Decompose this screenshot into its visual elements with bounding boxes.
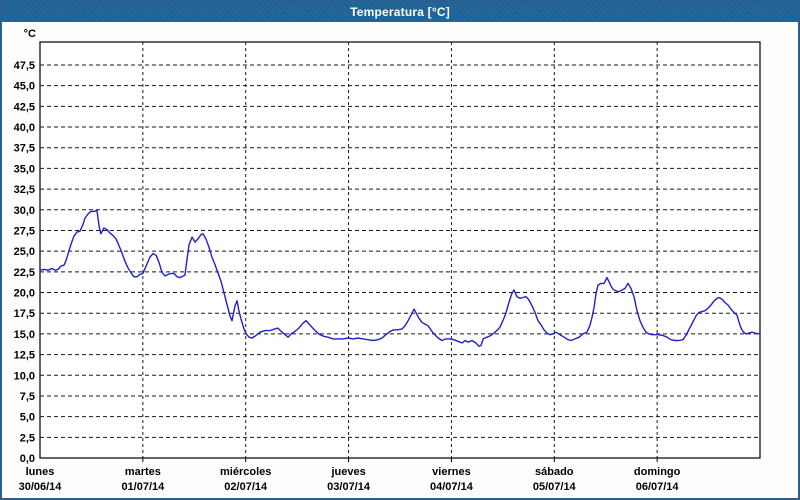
x-axis-day-label: viernes	[432, 466, 471, 478]
x-axis-day-label: miércoles	[220, 466, 271, 478]
y-axis-tick-label: 15,0	[14, 329, 35, 341]
x-axis-day-label: martes	[125, 466, 161, 478]
x-axis-day-label: jueves	[330, 466, 365, 478]
y-axis-tick-label: 12,5	[14, 350, 35, 362]
x-axis-day-label: domingo	[634, 466, 681, 478]
y-axis-tick-label: 42,5	[14, 101, 35, 113]
y-axis-tick-label: 2,5	[20, 432, 35, 444]
plot-border	[39, 41, 761, 459]
title-bar: Temperatura [°C]	[2, 2, 798, 22]
y-axis-tick-label: 45,0	[14, 81, 35, 93]
x-axis-day-label: sábado	[535, 466, 574, 478]
chart-area: 0,0 2,5 5,0 7,5 10,0 12,5 15,0 17,5 20,0 22,5 25,0…	[2, 22, 798, 498]
chart-title: Temperatura [°C]	[350, 5, 450, 19]
y-axis-tick-label: 37,5	[14, 143, 35, 155]
x-axis-date-label: 01/07/14	[121, 481, 165, 493]
y-axis-tick-label: 35,0	[14, 163, 35, 175]
y-axis-tick-label: 0,0	[20, 453, 35, 465]
temperature-chart: 0,0 2,5 5,0 7,5 10,0 12,5 15,0 17,5 20,0 22,5 25,0…	[14, 28, 761, 493]
y-axis-tick-label: 32,5	[14, 184, 35, 196]
y-axis-tick-label: 27,5	[14, 225, 35, 237]
x-axis-day-label: lunes	[26, 466, 55, 478]
y-axis-tick-label: 7,5	[20, 391, 35, 403]
x-axis-date-label: 30/06/14	[19, 481, 63, 493]
y-axis-tick-label: 22,5	[14, 267, 35, 279]
x-axis-date-label: 06/07/14	[636, 481, 680, 493]
y-axis-tick-label: 40,0	[14, 122, 35, 134]
y-axis-tick-label: 10,0	[14, 370, 35, 382]
y-axis-tick-label: 5,0	[20, 412, 35, 424]
x-axis-date-label: 05/07/14	[533, 481, 577, 493]
x-axis-date-label: 02/07/14	[224, 481, 268, 493]
y-axis-unit-label: °C	[24, 28, 36, 40]
y-axis-tick-label: 20,0	[14, 288, 35, 300]
y-axis-tick-label: 17,5	[14, 308, 35, 320]
y-axis-tick-label: 47,5	[14, 60, 35, 72]
x-axis-date-label: 03/07/14	[327, 481, 371, 493]
x-axis-date-label: 04/07/14	[430, 481, 474, 493]
temperature-line	[39, 209, 761, 347]
y-axis-tick-label: 30,0	[14, 205, 35, 217]
y-axis-tick-label: 25,0	[14, 246, 35, 258]
